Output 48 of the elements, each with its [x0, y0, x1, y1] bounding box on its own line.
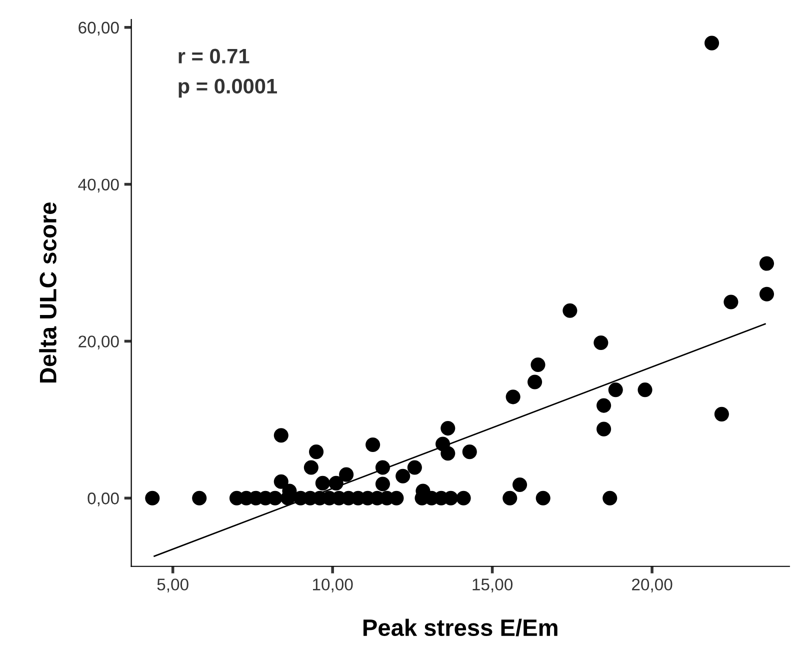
y-tick-label: 60,00 [78, 22, 119, 36]
y-tick-label: 0,00 [88, 492, 119, 506]
point [724, 294, 738, 310]
point [440, 421, 456, 436]
point [512, 477, 528, 492]
point [339, 467, 354, 482]
annotation: r = 0.71 [178, 48, 250, 64]
x-tick-label: 20,00 [632, 578, 672, 592]
point [638, 382, 652, 398]
point [594, 335, 608, 350]
point [407, 460, 422, 475]
point [366, 437, 380, 452]
x-tick-label: 5,00 [157, 578, 188, 592]
point [328, 476, 344, 490]
point [602, 490, 618, 506]
point [375, 460, 390, 475]
point [596, 422, 612, 436]
point [528, 374, 542, 390]
point [536, 490, 550, 506]
point [759, 256, 774, 271]
point [375, 476, 390, 492]
point [308, 444, 324, 460]
point [315, 476, 330, 490]
point [714, 406, 729, 422]
point [506, 390, 520, 404]
point [274, 428, 288, 443]
point [274, 474, 288, 489]
point [145, 490, 160, 506]
x-tick-label: 10,00 [312, 578, 353, 592]
point [304, 460, 318, 475]
point [462, 444, 477, 460]
point [396, 468, 410, 484]
point [502, 490, 518, 506]
point [440, 446, 456, 461]
y-axis-title: Delta ULC score [39, 202, 56, 383]
point [530, 357, 546, 372]
point [562, 303, 578, 318]
point [759, 286, 774, 302]
y-tick-label: 20,00 [78, 336, 119, 350]
y-tick-label: 40,00 [78, 178, 119, 192]
point [596, 398, 612, 413]
x-tick-label: 15,00 [472, 578, 513, 592]
point [704, 36, 720, 50]
point [192, 490, 207, 506]
point [608, 382, 623, 398]
annotation: p = 0.0001 [178, 78, 277, 98]
point [456, 490, 471, 506]
x-axis-title: Peak stress E/Em [364, 618, 558, 636]
